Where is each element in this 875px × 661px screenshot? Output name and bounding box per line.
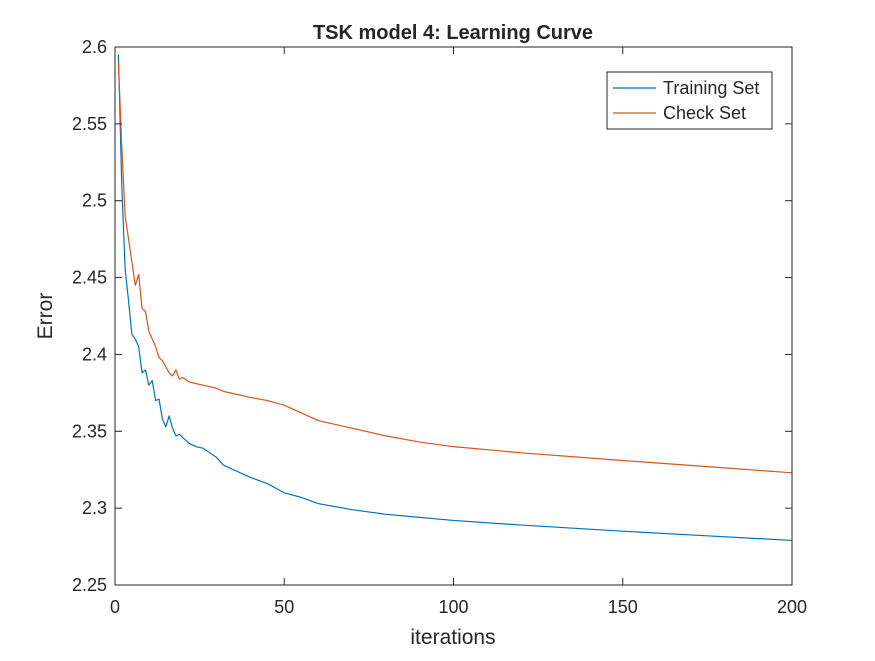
series-layer (117, 54, 793, 542)
plot-area (115, 47, 792, 585)
y-tick-label: 2.45 (72, 268, 107, 288)
x-tick-label: 50 (274, 597, 294, 617)
legend-box (606, 71, 773, 130)
chart-title: TSK model 4: Learning Curve (313, 22, 593, 44)
y-tick-label: 2.25 (72, 575, 107, 595)
x-tick-label: 100 (438, 597, 468, 617)
x-tick-label: 0 (110, 597, 120, 617)
axes-box (114, 46, 793, 586)
y-tick-label: 2.35 (72, 421, 107, 441)
y-tick-label: 2.5 (82, 191, 107, 211)
y-tick-label: 2.3 (82, 498, 107, 518)
y-tick-label: 2.6 (82, 37, 107, 57)
x-axis-label: iterations (410, 626, 495, 649)
legend: Training Set Check Set (606, 71, 773, 130)
legend-label-training-set: Training Set (663, 78, 759, 98)
series-line-training-set (117, 54, 793, 542)
y-tick-label: 2.4 (82, 344, 107, 364)
y-axis-label: Error (34, 293, 57, 340)
x-tick-label: 200 (777, 597, 807, 617)
x-tick-label: 150 (608, 597, 638, 617)
y-tick-label: 2.55 (72, 114, 107, 134)
ticks-layer: 0 50 100 150 200 2.25 2.3 2.35 2.4 2.45 2.5 2.55 2.6 (72, 37, 807, 617)
series-line-check-set (117, 62, 793, 474)
legend-label-check-set: Check Set (663, 103, 746, 123)
